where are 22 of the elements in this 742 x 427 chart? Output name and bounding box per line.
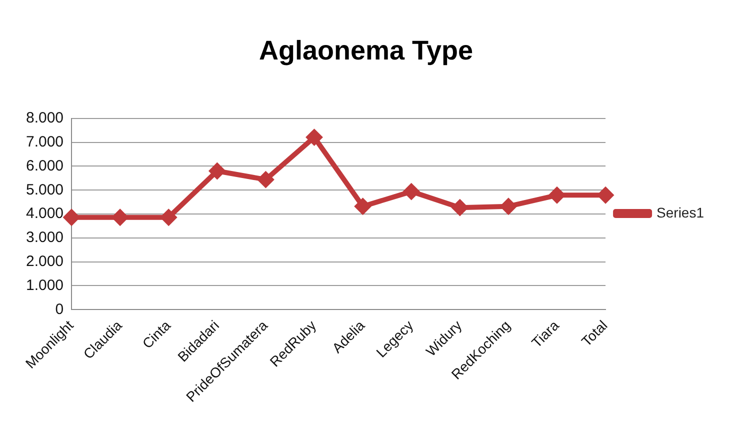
y-tick-label: 1.000 bbox=[26, 276, 64, 294]
y-tick-label: 2.000 bbox=[26, 252, 64, 270]
point bbox=[597, 186, 614, 204]
point bbox=[402, 183, 420, 200]
legend-label: Series1 bbox=[656, 204, 704, 220]
point bbox=[548, 186, 566, 204]
point bbox=[160, 208, 178, 226]
point bbox=[306, 128, 323, 146]
y-tick-label: 0 bbox=[55, 300, 64, 318]
y-tick-label: 7.000 bbox=[26, 133, 64, 150]
y-tick-label: 5.000 bbox=[26, 181, 64, 198]
chart-title: Aglaonema Type bbox=[258, 36, 474, 66]
y-tick-label: 3.000 bbox=[26, 229, 64, 246]
y-tick-label: 4.000 bbox=[26, 205, 64, 222]
y-tick-label: 6.000 bbox=[26, 157, 64, 174]
y-tick-label: 8.000 bbox=[26, 110, 64, 127]
point bbox=[500, 198, 517, 215]
point bbox=[354, 198, 372, 215]
point bbox=[208, 162, 226, 180]
point bbox=[257, 171, 274, 188]
x-tick-label: Tiara bbox=[528, 316, 562, 351]
point bbox=[451, 199, 468, 216]
